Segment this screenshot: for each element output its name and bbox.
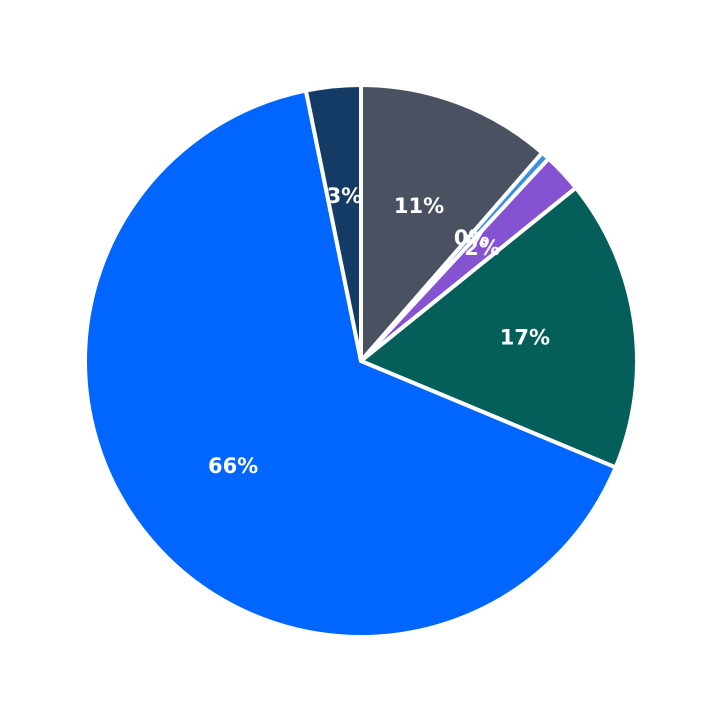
pie-slice-label-5: 3% [327,184,363,208]
pie-slice-3 [359,185,639,470]
label-layer: 11% 0%2% 17% 66% 3% [208,184,550,478]
pie-slice-label-1: 0% [454,226,490,250]
pie-slice-0 [359,83,545,363]
pie-slice-label-0: 11% [394,194,444,218]
pie-slice-label-2: 2% [464,236,500,260]
slice-layer [83,83,639,639]
pie-slice-4 [83,88,618,639]
pie-slice-label-3: 17% [500,326,550,350]
pie-slice-5 [303,83,363,363]
pie-slice-label-4: 66% [208,454,258,478]
